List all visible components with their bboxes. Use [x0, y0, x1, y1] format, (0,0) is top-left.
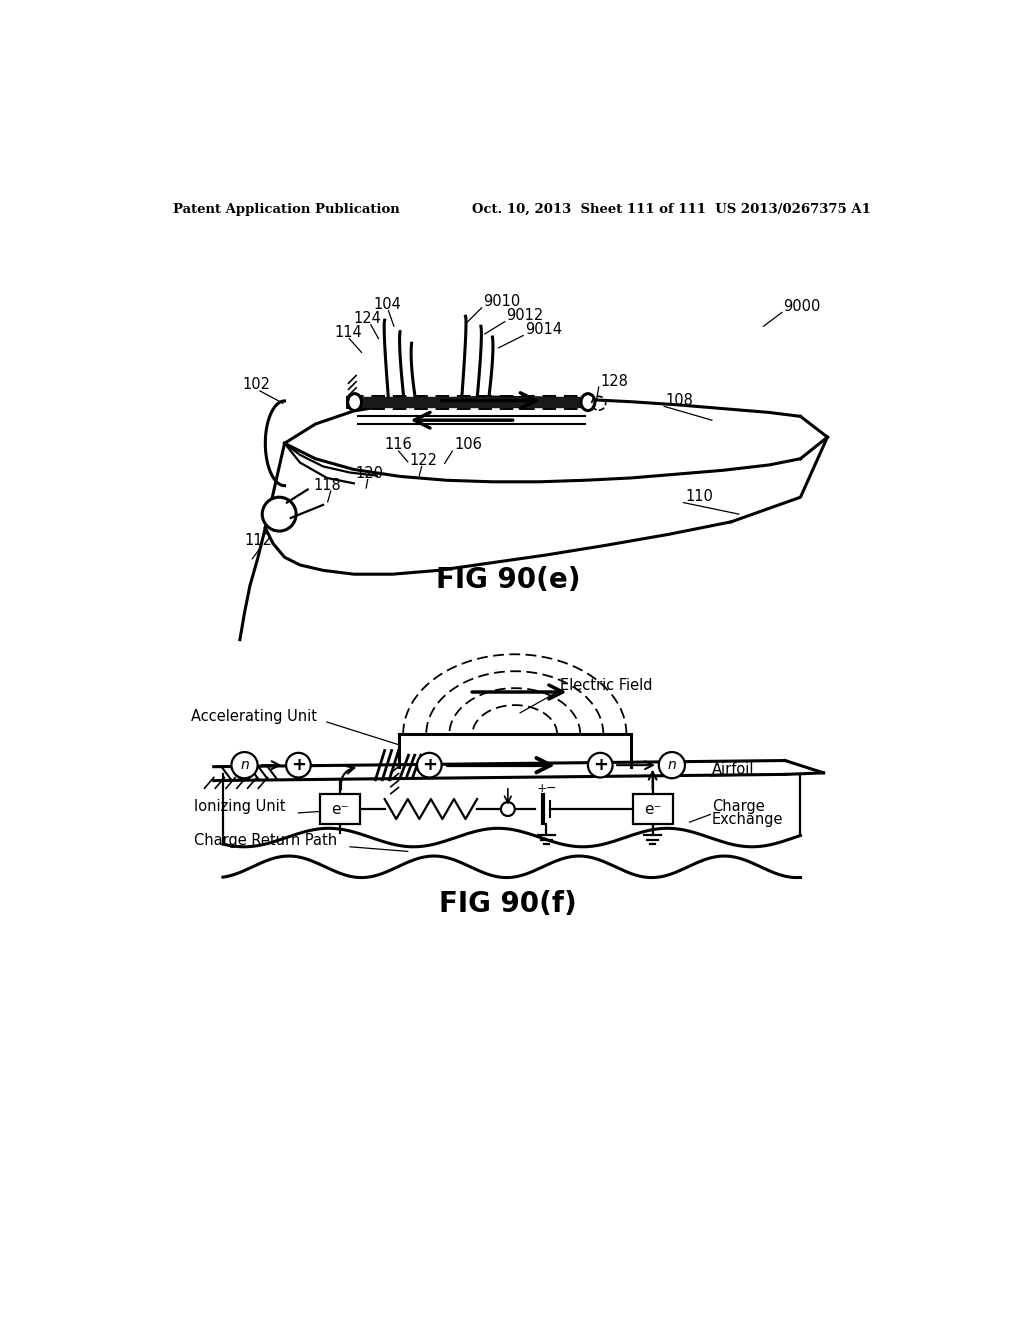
Circle shape	[262, 498, 296, 531]
Text: +: +	[422, 756, 437, 774]
Text: FIG 90(e): FIG 90(e)	[435, 566, 581, 594]
Text: Accelerating Unit: Accelerating Unit	[190, 709, 316, 723]
Text: 9000: 9000	[783, 298, 821, 314]
Text: e⁻: e⁻	[644, 801, 662, 817]
Bar	[359, 397, 584, 408]
Text: 116: 116	[385, 437, 413, 453]
Text: Exchange: Exchange	[712, 812, 783, 826]
Text: 122: 122	[410, 453, 437, 467]
Text: 9012: 9012	[506, 308, 544, 323]
Text: FIG 90(f): FIG 90(f)	[439, 890, 577, 917]
Text: 102: 102	[243, 378, 270, 392]
Text: 9014: 9014	[524, 322, 562, 337]
Text: e⁻: e⁻	[331, 801, 349, 817]
Text: 120: 120	[355, 466, 383, 480]
Text: Patent Application Publication: Patent Application Publication	[173, 203, 399, 216]
Text: Charge Return Path: Charge Return Path	[194, 833, 337, 849]
Text: 112: 112	[245, 533, 272, 548]
Text: +: +	[537, 783, 547, 795]
Circle shape	[286, 752, 310, 777]
Text: −: −	[546, 783, 556, 795]
Text: Charge: Charge	[712, 800, 765, 814]
Text: +: +	[291, 756, 306, 774]
Circle shape	[588, 752, 612, 777]
Text: n: n	[668, 758, 676, 772]
Text: 110: 110	[685, 488, 713, 504]
Circle shape	[501, 803, 515, 816]
Text: +: +	[593, 756, 608, 774]
Text: 128: 128	[600, 374, 628, 388]
Text: Electric Field: Electric Field	[560, 677, 652, 693]
Text: n: n	[241, 758, 249, 772]
Text: 9010: 9010	[483, 294, 520, 309]
Bar	[633, 793, 673, 825]
Text: Ionizing Unit: Ionizing Unit	[194, 800, 286, 814]
Text: Airfoil: Airfoil	[712, 763, 755, 777]
Circle shape	[417, 752, 441, 777]
Bar	[319, 793, 360, 825]
Text: 114: 114	[335, 325, 362, 341]
Text: 104: 104	[373, 297, 401, 313]
Ellipse shape	[581, 393, 595, 411]
Circle shape	[231, 752, 258, 779]
Circle shape	[658, 752, 685, 779]
Text: 118: 118	[313, 478, 342, 492]
Ellipse shape	[348, 393, 361, 411]
Text: Oct. 10, 2013  Sheet 111 of 111  US 2013/0267375 A1: Oct. 10, 2013 Sheet 111 of 111 US 2013/0…	[472, 203, 871, 216]
Text: 124: 124	[354, 312, 382, 326]
Text: 108: 108	[666, 393, 693, 408]
Text: 106: 106	[454, 437, 482, 453]
